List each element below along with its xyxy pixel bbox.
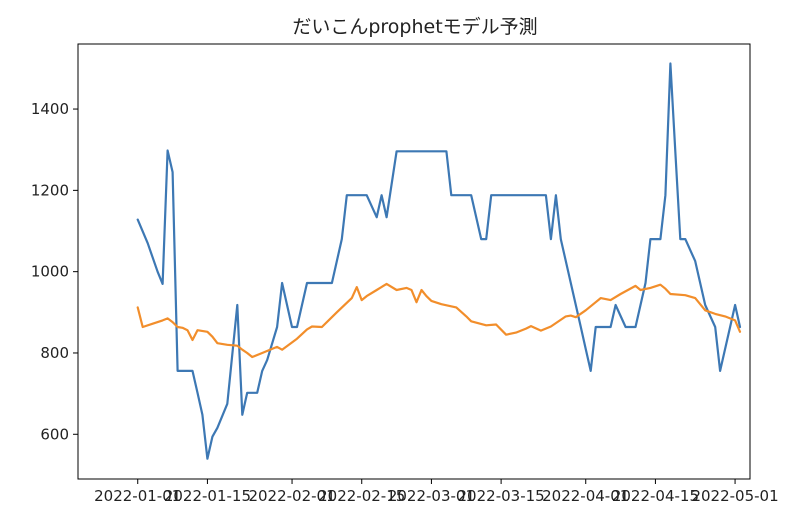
- x-tick-label: 2022-05-01: [691, 487, 778, 505]
- series-line-1: [136, 62, 742, 460]
- x-tick-label: 2022-02-15: [318, 487, 405, 505]
- x-axis: 2022-01-012022-01-152022-02-012022-02-15…: [94, 479, 779, 505]
- chart-title: だいこんprophetモデル予測: [292, 16, 537, 38]
- x-tick-label: 2022-04-01: [542, 487, 629, 505]
- y-tick-label: 1200: [31, 181, 69, 199]
- y-tick-label: 600: [40, 425, 69, 443]
- x-tick-label: 2022-01-15: [164, 487, 251, 505]
- x-tick-label: 2022-03-01: [388, 487, 475, 505]
- x-tick-label: 2022-02-01: [248, 487, 335, 505]
- axes-frame: [77, 43, 751, 480]
- series-line-2: [136, 282, 742, 359]
- x-tick-label: 2022-03-15: [458, 487, 545, 505]
- x-tick-label: 2022-04-15: [612, 487, 699, 505]
- y-tick-label: 1400: [31, 100, 69, 118]
- series-layer: [136, 62, 742, 460]
- x-tick-label: 2022-01-01: [94, 487, 181, 505]
- y-tick-label: 800: [40, 344, 69, 362]
- y-axis: 600 800 1000 1200 1400: [31, 100, 78, 443]
- y-tick-label: 1000: [31, 263, 69, 281]
